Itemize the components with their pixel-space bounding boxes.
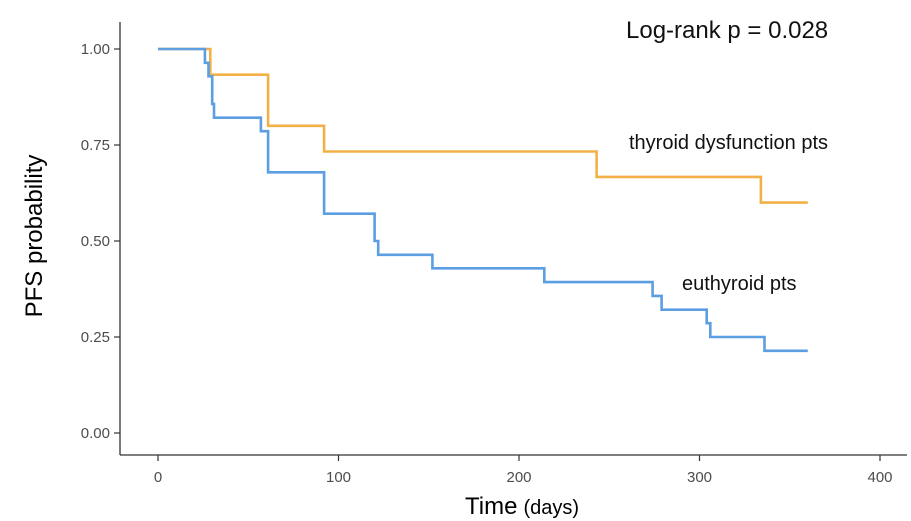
y-tick-label: 0.25 [81,329,110,346]
x-tick-label: 200 [506,469,531,486]
x-axis-title-unit: (days) [523,497,579,519]
euthyroid-curve [158,47,808,353]
x-tick-label: 0 [154,469,162,486]
series-label-euthyroid: euthyroid pts [682,273,797,295]
series-layer [158,47,808,353]
y-axis-title: PFS probability [21,155,48,318]
x-tick-label: 100 [326,469,351,486]
x-axis-title: Time (days) [465,493,579,520]
thyroid-dysfunction-curve [158,47,808,204]
y-tick-label: 1.00 [81,41,110,58]
series-label-thyroid-dysfunction: thyroid dysfunction pts [629,132,828,154]
x-axis-title-main: Time [465,493,517,520]
y-tick-label: 0.00 [81,425,110,442]
y-tick-label: 0.75 [81,137,110,154]
x-tick-label: 400 [867,469,892,486]
y-tick-label: 0.50 [81,233,110,250]
log-rank-annotation: Log-rank p = 0.028 [626,17,828,44]
x-tick-label: 300 [687,469,712,486]
x-ticks: 0 100 200 300 400 [154,455,893,486]
y-ticks: 0.00 0.25 0.50 0.75 1.00 [81,41,120,442]
